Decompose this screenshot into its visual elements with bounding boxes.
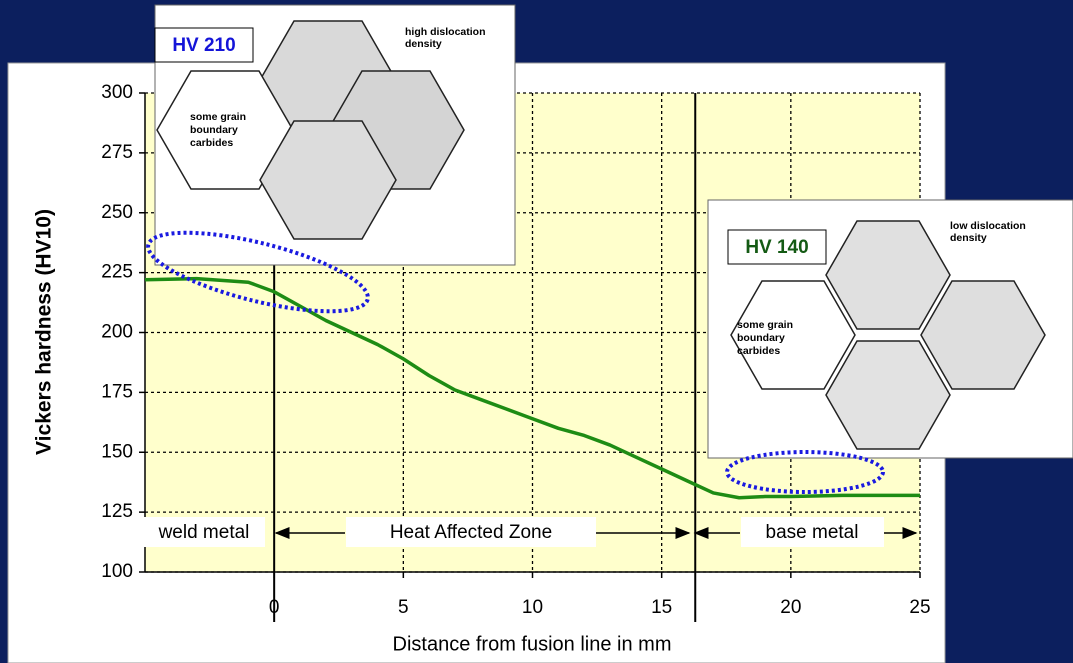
inset-note: boundary	[737, 332, 785, 344]
inset-note: carbides	[737, 345, 780, 357]
inset-note: density	[950, 232, 987, 244]
y-tick-label: 225	[101, 262, 133, 283]
annotation: weld metal	[158, 522, 250, 543]
inset-note: some grain	[737, 319, 793, 331]
y-tick-label: 250	[101, 202, 133, 223]
x-tick-label: 25	[909, 597, 930, 618]
inset-note: low dislocation	[950, 220, 1026, 232]
inset-label: HV 210	[172, 35, 235, 56]
y-tick-label: 150	[101, 441, 133, 462]
y-axis-label: Vickers hardness (HV10)	[33, 209, 56, 455]
page: Vickers hardness (HV10) Distance from fu…	[0, 0, 1073, 663]
y-tick-label: 200	[101, 322, 133, 343]
annotation: base metal	[766, 522, 859, 543]
inset-note: carbides	[190, 137, 233, 149]
chart: Vickers hardness (HV10) Distance from fu…	[0, 0, 1073, 663]
y-tick-label: 175	[101, 381, 133, 402]
y-tick-label: 125	[101, 501, 133, 522]
x-axis-label: Distance from fusion line in mm	[393, 633, 672, 655]
inset: HV 140 low dislocation density some grai…	[708, 200, 1073, 458]
inset-label: HV 140	[745, 237, 808, 258]
x-tick-label: 5	[398, 597, 409, 618]
inset-note: some grain	[190, 111, 246, 123]
y-tick-label: 300	[101, 82, 133, 103]
x-tick-label: 15	[651, 597, 672, 618]
x-tick-label: 0	[269, 597, 280, 618]
y-tick-label: 275	[101, 142, 133, 163]
annotation: Heat Affected Zone	[390, 522, 552, 543]
inset-note: boundary	[190, 124, 238, 136]
inset-note: density	[405, 38, 442, 50]
inset-note: high dislocation	[405, 26, 486, 38]
x-tick-label: 20	[780, 597, 801, 618]
y-tick-label: 100	[101, 561, 133, 582]
x-tick-label: 10	[522, 597, 543, 618]
inset: HV 210 high dislocation density some gra…	[155, 5, 515, 265]
